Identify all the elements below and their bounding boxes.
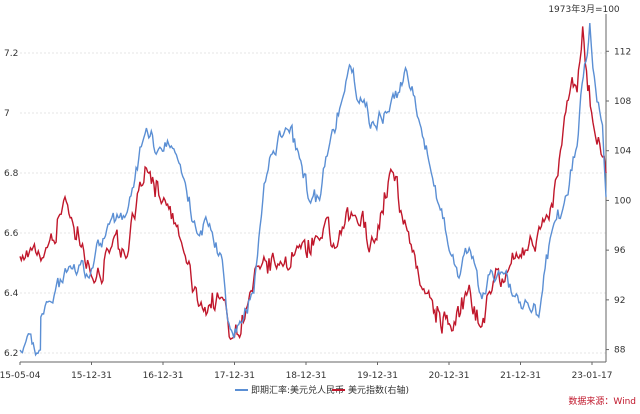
legend-label-usdcny: 即期汇率:美元兑人民币 bbox=[251, 384, 344, 396]
x-tick-label: 15-05-04 bbox=[0, 371, 41, 381]
right-tick-label: 96 bbox=[614, 246, 626, 256]
legend-item-dxy: 美元指数(右轴) bbox=[332, 384, 409, 396]
x-tick-label: 20-12-31 bbox=[429, 371, 470, 381]
left-tick-label: 6.4 bbox=[4, 289, 19, 299]
right-tick-label: 100 bbox=[614, 196, 631, 206]
legend-label-dxy: 美元指数(右轴) bbox=[348, 384, 409, 396]
x-tick-label: 21-12-31 bbox=[500, 371, 541, 381]
legend-item-usdcny: 即期汇率:美元兑人民币 bbox=[235, 384, 344, 396]
left-tick-label: 7.2 bbox=[4, 49, 18, 59]
series-line-usdcny bbox=[19, 22, 607, 357]
x-tick-label: 23-01-17 bbox=[572, 371, 613, 381]
x-tick-label: 18-12-31 bbox=[286, 371, 327, 381]
right-axis-note: 1973年3月=100 bbox=[548, 3, 620, 15]
right-tick-label: 108 bbox=[614, 97, 631, 107]
left-tick-label: 7 bbox=[4, 109, 10, 119]
series-line-dxy bbox=[19, 26, 607, 341]
x-tick-label: 17-12-31 bbox=[214, 371, 255, 381]
x-tick-label: 16-12-31 bbox=[143, 371, 184, 381]
left-tick-label: 6.2 bbox=[4, 349, 18, 359]
x-tick-label: 15-12-31 bbox=[71, 371, 112, 381]
right-tick-label: 104 bbox=[614, 147, 631, 157]
right-tick-label: 112 bbox=[614, 47, 631, 57]
right-tick-label: 92 bbox=[614, 296, 625, 306]
grid-lines bbox=[20, 52, 606, 354]
left-tick-label: 6.8 bbox=[4, 169, 19, 179]
tick-labels: 6.2 6.4 6.6 6.8 7 7.2 88 92 96 100 104 108 112 15-05-… bbox=[0, 47, 631, 381]
legend: 即期汇率:美元兑人民币 美元指数(右轴) bbox=[235, 384, 409, 396]
left-tick-label: 6.6 bbox=[4, 229, 19, 239]
data-source: 数据来源：Wind bbox=[568, 395, 636, 407]
series-lines bbox=[19, 22, 607, 357]
x-tick-label: 19-12-31 bbox=[357, 371, 398, 381]
right-tick-label: 88 bbox=[614, 346, 626, 356]
